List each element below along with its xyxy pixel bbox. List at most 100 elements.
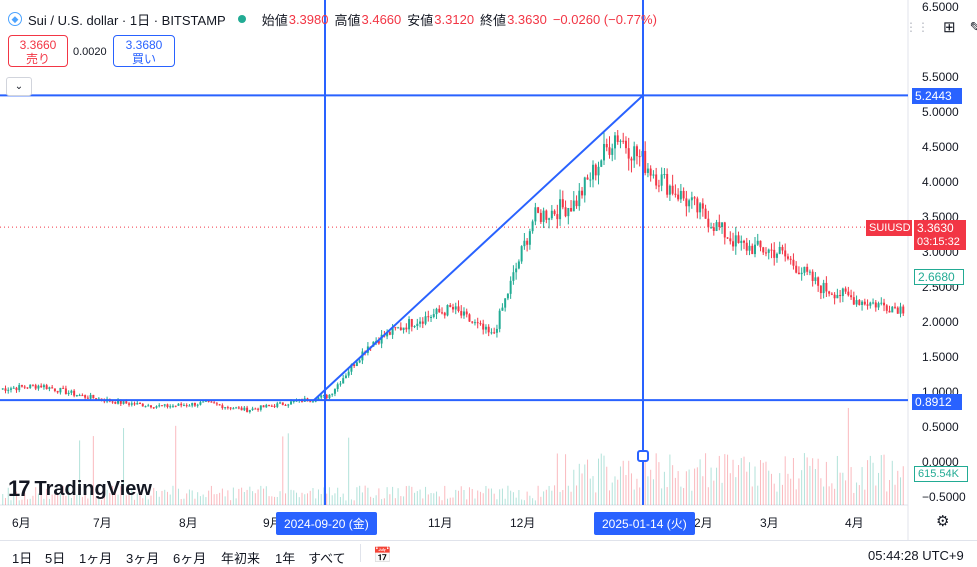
candle-body: [457, 306, 460, 312]
volume-bar: [716, 467, 718, 505]
timeframe-6m-button[interactable]: 6ヶ月: [173, 551, 207, 566]
volume-bar: [578, 463, 580, 505]
candle-body: [754, 244, 756, 255]
settings-gear-icon[interactable]: ⚙: [936, 513, 950, 530]
timeframe-ytd-button[interactable]: 年初来: [221, 551, 261, 566]
candle-body: [764, 252, 767, 254]
volume-bar: [705, 453, 707, 505]
volume-bar: [103, 486, 105, 505]
candle-body: [139, 402, 142, 404]
candle-body: [452, 306, 454, 310]
candle-body: [317, 397, 320, 401]
volume-bar: [309, 490, 311, 505]
time-axis-label: 2月: [694, 516, 713, 530]
timeframe-1y-button[interactable]: 1年: [275, 551, 296, 566]
volume-bar: [430, 492, 432, 505]
candle-body: [773, 249, 776, 258]
candle-body: [781, 246, 784, 251]
volume-bar: [636, 478, 638, 505]
volume-bar: [853, 492, 855, 505]
candle-body: [62, 387, 65, 389]
volume-bar: [823, 486, 825, 505]
volume-bar: [202, 494, 204, 505]
volume-bar: [452, 497, 454, 505]
volume-bar: [252, 491, 254, 505]
previous-value-tag: 2.6680: [914, 269, 964, 285]
candle-body: [15, 387, 18, 391]
volume-bar: [208, 490, 210, 505]
buy-price: 3.3680: [125, 38, 163, 52]
symbol-legend: ◆ Sui / U.S. dollar · 1日 · BITSTAMP 始値 3.…: [8, 8, 657, 30]
volume-bar: [485, 485, 487, 505]
volume-bar: [691, 490, 693, 505]
volume-bar: [279, 491, 281, 505]
volume-bar: [101, 500, 103, 505]
volume-bar: [95, 497, 97, 505]
candle-body: [358, 360, 361, 363]
candle-body: [902, 306, 905, 314]
volume-bar: [817, 458, 819, 505]
volume-bar: [317, 489, 319, 505]
volume-bar: [735, 477, 737, 505]
candle-body: [701, 203, 704, 209]
volume-bar: [490, 488, 492, 505]
volume-bar: [364, 485, 366, 505]
price-tick-label: 5.5000: [922, 69, 959, 84]
collapse-legend-button[interactable]: ⌄: [6, 77, 32, 96]
candle-body: [704, 208, 707, 219]
object-tree-icon[interactable]: ⊞: [943, 19, 956, 36]
volume-bar: [175, 425, 177, 505]
timeframe-1d-button[interactable]: 1日: [12, 551, 33, 566]
candle-body: [20, 385, 23, 387]
candle-body: [133, 403, 136, 405]
candle-body: [320, 395, 323, 398]
timeframe-5d-button[interactable]: 5日: [45, 551, 66, 566]
volume-bar: [803, 453, 805, 505]
candle-body: [380, 334, 383, 344]
drag-handle-icon[interactable]: ⋮⋮: [905, 20, 929, 34]
candle-body: [896, 307, 899, 314]
candle-body: [344, 375, 347, 379]
volume-bar: [397, 488, 399, 505]
timeframe-1m-button[interactable]: 1ヶ月: [79, 551, 113, 566]
candle-body: [737, 235, 740, 244]
timeframe-all-button[interactable]: すべて: [308, 551, 346, 566]
candle-body: [762, 247, 765, 253]
candle-body: [248, 409, 251, 412]
volume-bar: [282, 436, 284, 505]
candle-body: [883, 302, 886, 306]
volume-bar: [287, 433, 289, 505]
volume-bar: [296, 492, 298, 505]
candle-body: [117, 400, 120, 404]
sell-button[interactable]: 3.3660 売り: [8, 35, 68, 67]
volume-bar: [326, 493, 328, 505]
candle-body: [822, 282, 825, 294]
timeframe-3m-button[interactable]: 3ヶ月: [126, 551, 160, 566]
volume-bar: [878, 472, 880, 505]
buy-button[interactable]: 3.3680 買い: [113, 35, 175, 67]
sell-label: 売り: [25, 52, 50, 66]
date-range-calendar-icon[interactable]: 📅: [373, 547, 392, 564]
candle-body: [199, 402, 202, 405]
volume-bar: [606, 466, 608, 505]
candle-body: [861, 301, 864, 305]
candle-body: [405, 327, 408, 330]
candle-body: [23, 386, 26, 388]
volume-bar: [304, 494, 306, 505]
utc-clock[interactable]: 05:44:28 UTC+9: [868, 548, 964, 563]
edit-icon[interactable]: ✎: [969, 18, 977, 35]
tradingview-mark-icon: 17: [8, 476, 31, 501]
volume-bar: [545, 489, 547, 505]
candle-body: [682, 190, 685, 199]
volume-bar: [589, 478, 591, 505]
candle-body: [572, 200, 575, 212]
candle-body: [188, 405, 191, 407]
candle-body: [894, 306, 897, 308]
symbol-title[interactable]: Sui / U.S. dollar · 1日 · BITSTAMP: [28, 12, 226, 28]
tradingview-logo[interactable]: 17 TradingView: [8, 476, 152, 502]
candle-body: [284, 404, 287, 406]
price-chart[interactable]: [0, 0, 977, 540]
volume-bar: [213, 494, 215, 505]
candle-body: [830, 293, 833, 295]
candle-body: [797, 272, 800, 275]
